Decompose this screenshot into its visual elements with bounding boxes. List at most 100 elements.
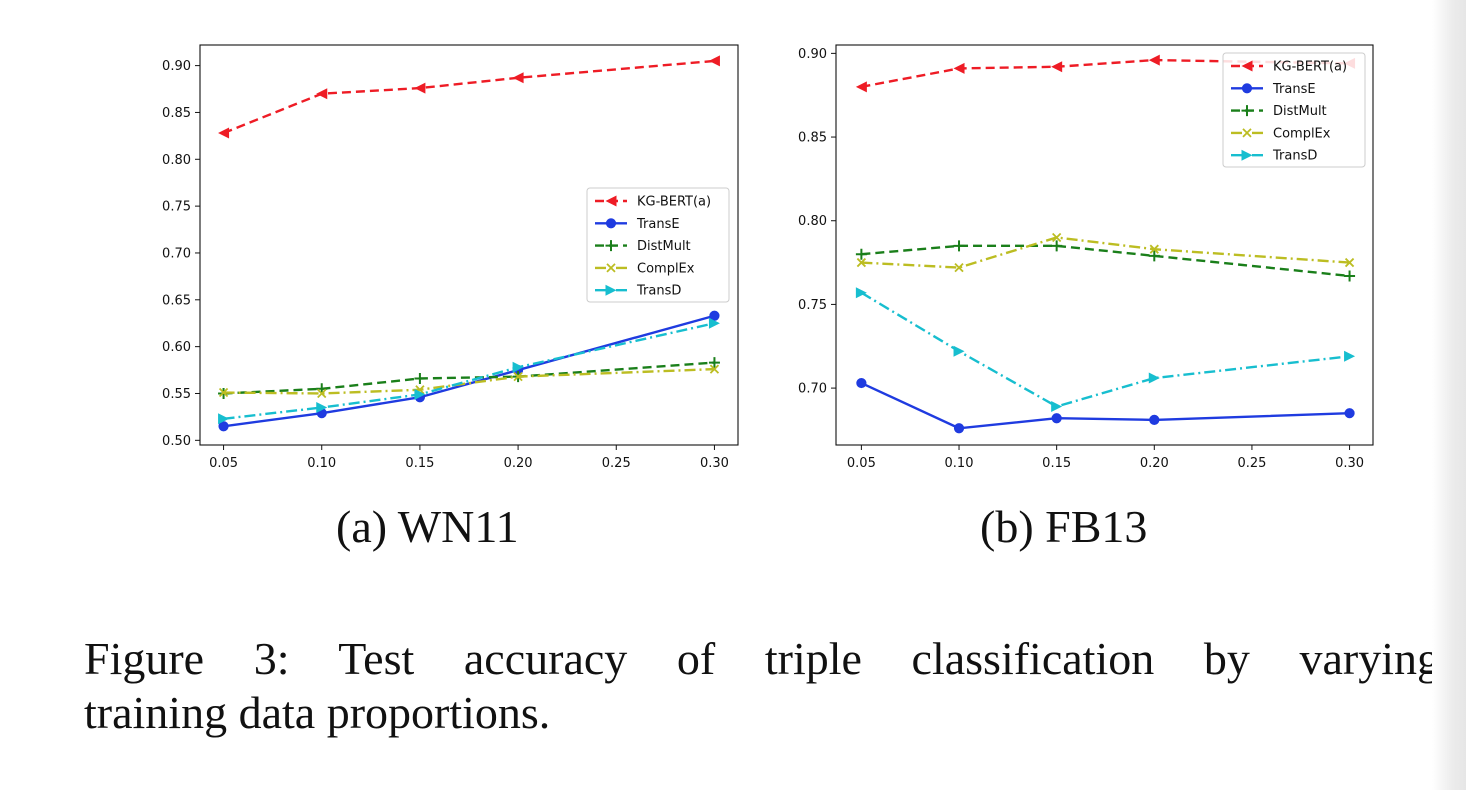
wn11-legend-marker bbox=[606, 263, 616, 273]
wn11-series-transd-point bbox=[512, 361, 524, 373]
wn11-ytick-label: 0.70 bbox=[162, 246, 191, 261]
fb13-series-transd-point bbox=[953, 345, 965, 357]
wn11-series-transd-point bbox=[414, 388, 426, 400]
fb13-series-complex-point bbox=[1052, 232, 1062, 243]
chart-wn11: 0.05 0.10 0.15 0.20 0.25 0.30 0.50 0.55 0.60 0.65… bbox=[162, 44, 739, 471]
wn11-series-complex-point bbox=[218, 387, 229, 398]
wn11-xtick-label: 0.20 bbox=[504, 456, 533, 471]
fb13-xtick-label: 0.25 bbox=[1237, 456, 1266, 471]
wn11-ytick-label: 0.50 bbox=[162, 434, 191, 449]
wn11-series-transd-point bbox=[316, 402, 328, 414]
fb13-series-distmult-line bbox=[861, 244, 1350, 278]
wn11-xtick-label: 0.05 bbox=[209, 456, 238, 471]
wn11-series-distmult-point bbox=[708, 357, 720, 369]
wn11-ytick-label: 0.55 bbox=[162, 387, 191, 402]
fb13-series-transe-point bbox=[1149, 414, 1160, 425]
wn11-xtick-label: 0.25 bbox=[602, 456, 631, 471]
fb13-ytick-label: 0.75 bbox=[798, 298, 827, 313]
fb13-series-transe-line bbox=[860, 381, 1350, 430]
fb13-series-complex-point bbox=[856, 257, 867, 268]
wn11-series-complex-point bbox=[317, 388, 327, 399]
wn11-series-transd-point bbox=[218, 413, 230, 425]
fb13-series-kg-bert-a-point bbox=[1148, 54, 1160, 66]
wn11-xtick-label: 0.10 bbox=[307, 456, 336, 471]
wn11-ytick-label: 0.60 bbox=[162, 340, 191, 355]
wn11-series-kg-bert-a bbox=[218, 55, 720, 139]
fb13-legend-label: TransE bbox=[1272, 82, 1316, 97]
wn11-series-kg-bert-a-point bbox=[708, 55, 720, 67]
fb13-legend-marker bbox=[1241, 105, 1253, 117]
caption-line-2: training data proportions. bbox=[84, 687, 551, 738]
fb13-series-complex-point bbox=[1149, 244, 1159, 254]
fb13-series-distmult-point bbox=[855, 248, 867, 260]
fb13-legend-marker bbox=[1241, 60, 1253, 72]
wn11-ytick-label: 0.65 bbox=[162, 293, 191, 308]
wn11-legend-label: TransE bbox=[636, 217, 680, 232]
wn11-series-kg-bert-a-point bbox=[218, 127, 230, 139]
fb13-legend-label: TransD bbox=[1272, 149, 1317, 164]
wn11-legend-label: DistMult bbox=[637, 239, 691, 254]
fb13-series-distmult-point bbox=[953, 240, 965, 252]
fb13-series-transe bbox=[856, 377, 1355, 434]
fb13-series-transd-line bbox=[860, 291, 1350, 408]
fb13-xtick-label: 0.30 bbox=[1335, 456, 1364, 471]
wn11-series-transd bbox=[218, 317, 720, 425]
fb13-xtick-label: 0.10 bbox=[945, 456, 974, 471]
wn11-plot-frame bbox=[199, 44, 739, 446]
page-edge-shadow bbox=[1432, 0, 1466, 790]
wn11-series-transe-point bbox=[709, 310, 720, 321]
fb13-series-distmult-point bbox=[1148, 250, 1160, 262]
fb13-series-complex-point bbox=[954, 262, 964, 273]
fb13-series-kg-bert-a-point bbox=[855, 81, 867, 93]
fb13-legend: KG-BERT(a) TransE DistMult ComplEx TransD bbox=[1222, 52, 1366, 168]
wn11-series-kg-bert-a-point bbox=[316, 88, 328, 100]
wn11-series-kg-bert-a-point bbox=[414, 82, 426, 94]
fb13-series-kg-bert-a-point bbox=[1051, 61, 1063, 73]
fb13-legend-marker bbox=[1241, 83, 1253, 94]
fb13-series-transd-point bbox=[1148, 372, 1160, 384]
chart-fb13: 0.05 0.10 0.15 0.20 0.25 0.30 0.70 0.75 0.80 0.85… bbox=[798, 44, 1374, 471]
subcaption-wn11: (a) WN11 bbox=[336, 501, 519, 552]
fb13-series-transd-point bbox=[1051, 401, 1063, 413]
wn11-xtick-label: 0.15 bbox=[405, 456, 434, 471]
fb13-ytick-label: 0.80 bbox=[798, 214, 827, 229]
subcaption-fb13: (b) FB13 bbox=[980, 501, 1148, 552]
wn11-series-kg-bert-a-point bbox=[512, 72, 524, 84]
wn11-legend-label: TransD bbox=[636, 284, 681, 299]
wn11-series-complex-point bbox=[709, 364, 720, 374]
wn11-legend-box bbox=[586, 187, 730, 303]
fb13-series-complex-point bbox=[1344, 257, 1355, 268]
wn11-series-complex bbox=[218, 364, 720, 399]
fb13-series-complex bbox=[856, 232, 1355, 273]
fb13-series-transe-point bbox=[953, 423, 965, 434]
fb13-series-distmult-point bbox=[1344, 270, 1356, 282]
fb13-xtick-label: 0.15 bbox=[1042, 456, 1071, 471]
fb13-legend-marker bbox=[1242, 128, 1252, 138]
fb13-legend-label: ComplEx bbox=[1273, 126, 1331, 141]
wn11-series-complex-point bbox=[513, 371, 523, 382]
fb13-plot-frame bbox=[835, 44, 1374, 446]
fb13-series-transd-point bbox=[855, 287, 867, 299]
fb13-xtick-label: 0.20 bbox=[1140, 456, 1169, 471]
figure-caption: Figure 3: Test accuracy of triple classi… bbox=[84, 632, 1440, 740]
caption-line-1: Figure 3: Test accuracy of triple classi… bbox=[84, 633, 1440, 684]
wn11-ytick-label: 0.85 bbox=[162, 106, 191, 121]
wn11-xtick-label: 0.30 bbox=[700, 456, 729, 471]
fb13-series-transe-point bbox=[1344, 408, 1355, 419]
wn11-ytick-label: 0.80 bbox=[162, 153, 191, 168]
wn11-legend: KG-BERT(a) TransE DistMult ComplEx TransD bbox=[586, 187, 730, 303]
fb13-series-distmult-point bbox=[1051, 240, 1063, 252]
wn11-legend-label: KG-BERT(a) bbox=[637, 195, 711, 210]
wn11-series-transe-point bbox=[218, 421, 229, 432]
fb13-series-complex-line bbox=[861, 236, 1350, 269]
fb13-ytick-label: 0.85 bbox=[798, 131, 827, 146]
fb13-series-transe-point bbox=[856, 377, 867, 389]
wn11-series-distmult-point bbox=[414, 372, 426, 384]
fb13-legend-box bbox=[1222, 52, 1366, 168]
wn11-ytick-label: 0.90 bbox=[162, 59, 191, 74]
wn11-legend-marker bbox=[605, 218, 617, 229]
wn11-ytick-label: 0.75 bbox=[162, 200, 191, 215]
fb13-series-transd-point bbox=[1344, 350, 1356, 362]
fb13-ytick-label: 0.70 bbox=[798, 382, 827, 397]
